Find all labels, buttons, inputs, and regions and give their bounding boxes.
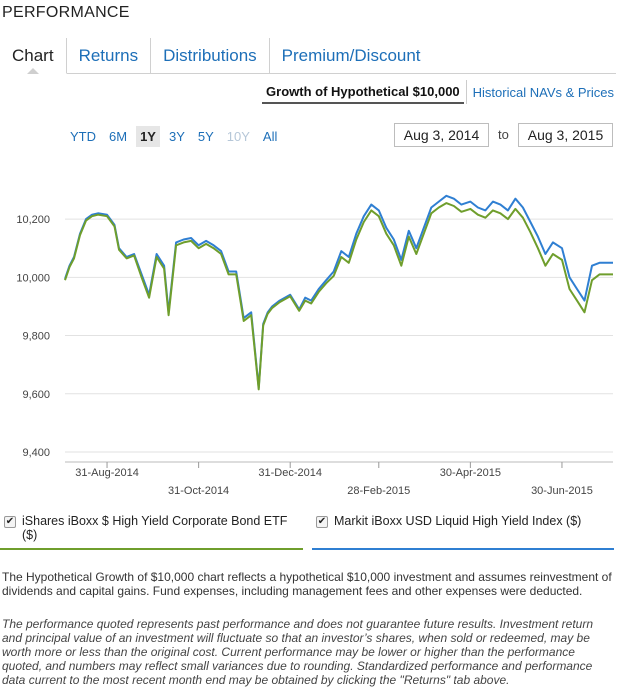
performance-tabs: Chart Returns Distributions Premium/Disc… [0, 38, 616, 74]
range-6m[interactable]: 6M [109, 129, 128, 144]
y-tick-label: 10,200 [16, 214, 50, 226]
y-tick-label: 9,400 [22, 447, 50, 459]
legend-fund-label: iShares iBoxx $ High Yield Corporate Bon… [22, 514, 288, 542]
range-ytd[interactable]: YTD [70, 129, 96, 144]
historical-navs-link[interactable]: Historical NAVs & Prices [465, 80, 618, 104]
series-line-fund [64, 202, 613, 391]
growth-chart: 9,400 9,600 9,800 10,000 10,200 31-Aug-2014 31… [16, 194, 613, 497]
x-tick-label: 31-Oct-2014 [168, 485, 229, 497]
range-selector: YTD 6M 1Y 3Y 5Y 10Y All [66, 126, 286, 147]
y-tick-label: 9,600 [22, 389, 50, 401]
series-line-index [64, 194, 613, 389]
x-tick-label: 31-Aug-2014 [75, 467, 139, 479]
legend-index[interactable]: ✔ Markit iBoxx USD Liquid High Yield Ind… [312, 510, 614, 550]
y-tick-label: 10,000 [16, 272, 50, 284]
legend-index-color-bar [312, 548, 614, 550]
tab-returns[interactable]: Returns [67, 38, 152, 74]
chart-grid [65, 218, 613, 453]
legend-fund-checkbox[interactable]: ✔ [4, 516, 16, 528]
chart-series [64, 194, 613, 391]
tab-premium-discount[interactable]: Premium/Discount [281, 46, 421, 65]
range-1y[interactable]: 1Y [136, 126, 160, 147]
x-tick-label: 28-Feb-2015 [347, 485, 410, 497]
chart-description: The Hypothetical Growth of $10,000 chart… [2, 570, 612, 598]
end-date-input[interactable]: Aug 3, 2015 [518, 123, 613, 147]
start-date-input[interactable]: Aug 3, 2014 [394, 123, 489, 147]
y-tick-label: 9,800 [22, 331, 50, 343]
legend-index-checkbox[interactable]: ✔ [316, 516, 328, 528]
tab-distributions[interactable]: Distributions [151, 38, 270, 74]
range-3y[interactable]: 3Y [168, 129, 185, 144]
chart-axes: 9,400 9,600 9,800 10,000 10,200 31-Aug-2014 31… [16, 214, 613, 497]
range-all[interactable]: All [262, 129, 278, 144]
date-to-label: to [498, 127, 509, 142]
section-title: PERFORMANCE [2, 4, 130, 21]
legend-fund-color-bar [0, 548, 303, 550]
tab-chart[interactable]: Chart [0, 38, 67, 74]
legend-fund[interactable]: ✔ iShares iBoxx $ High Yield Corporate B… [0, 510, 303, 550]
chart-view-switcher: Growth of Hypothetical $10,000 Historica… [262, 80, 618, 104]
x-tick-label: 30-Apr-2015 [440, 467, 501, 479]
growth-of-10000-tab[interactable]: Growth of Hypothetical $10,000 [262, 80, 464, 104]
performance-disclaimer: The performance quoted represents past p… [2, 617, 594, 687]
legend-index-label: Markit iBoxx USD Liquid High Yield Index… [334, 514, 582, 528]
x-tick-label: 30-Jun-2015 [531, 485, 593, 497]
x-tick-label: 31-Dec-2014 [258, 467, 322, 479]
range-10y: 10Y [226, 129, 250, 144]
range-5y[interactable]: 5Y [197, 129, 214, 144]
